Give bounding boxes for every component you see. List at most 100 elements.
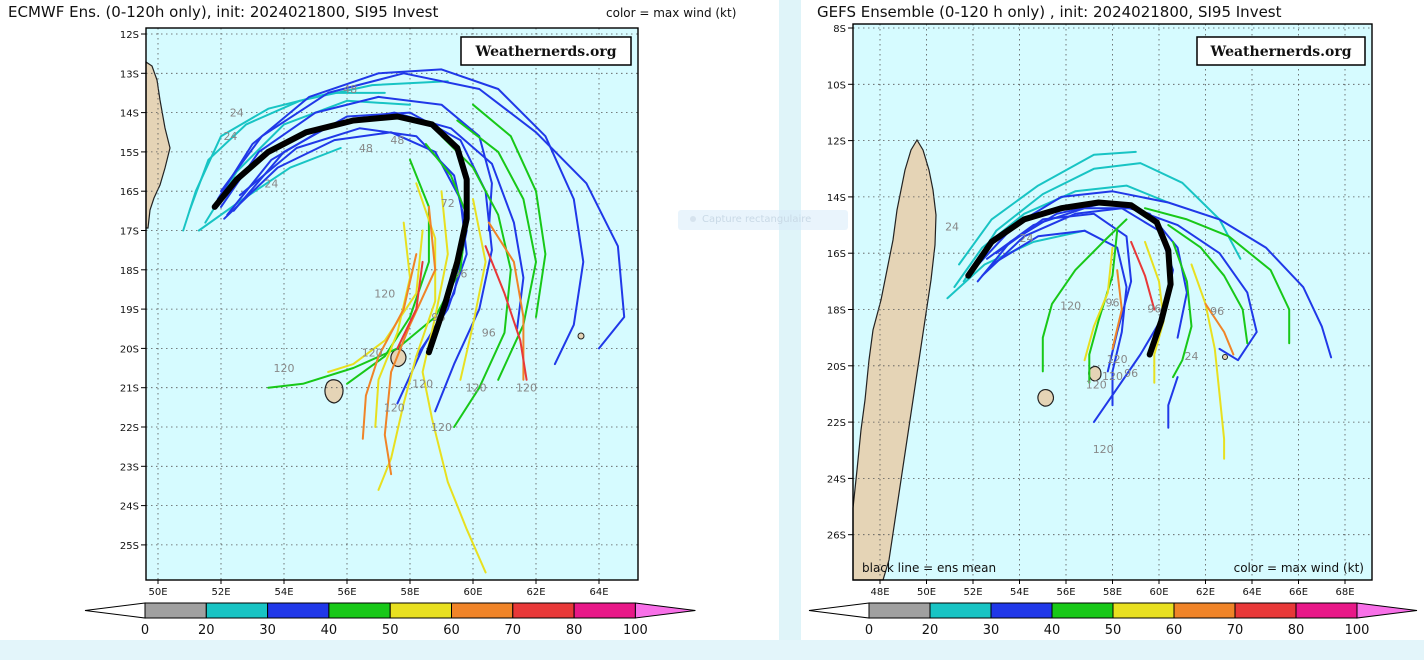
madagascar (852, 138, 937, 581)
colorbar-tick-label: 60 (443, 623, 460, 638)
x-tick-label: 64E (589, 587, 608, 598)
member-track (1144, 207, 1291, 345)
gefs-land (852, 138, 1228, 581)
x-tick-label: 56E (337, 587, 356, 598)
madagascar-coast (145, 60, 171, 229)
member-track (361, 253, 418, 440)
colorbar-tick-label: 100 (1345, 623, 1370, 638)
member-track (396, 260, 424, 350)
colorbar-segment (1112, 602, 1175, 619)
y-tick-label: 19S (120, 305, 139, 316)
colorbar-segment (1173, 602, 1236, 619)
colorbar-tick-label: 80 (1288, 623, 1305, 638)
colorbar-tick-label: 50 (1105, 623, 1122, 638)
gefs-member-tracks (946, 150, 1333, 460)
hour-label: 24 (230, 107, 244, 120)
member-track (327, 229, 424, 373)
colorbar-tick-label: 70 (505, 623, 522, 638)
member-track (421, 190, 487, 574)
y-tick-label: 18S (120, 266, 139, 277)
y-tick-label: 21S (120, 384, 139, 395)
x-tick-label: 62E (1196, 587, 1215, 598)
y-tick-label: 23S (120, 462, 139, 473)
ecmwf-land (145, 60, 585, 404)
mauritius-island (1037, 389, 1055, 407)
colorbar-tick-label: 50 (382, 623, 399, 638)
hour-label: 120 (274, 362, 295, 375)
gefs-watermark-text: Weathernerds.org (1210, 44, 1352, 60)
gefs-grid (853, 24, 1372, 580)
x-tick-label: 60E (463, 587, 482, 598)
x-tick-label: 68E (1335, 587, 1354, 598)
gefs-title: GEFS Ensemble (0-120 h only) , init: 202… (817, 3, 1282, 21)
member-track (953, 184, 1170, 288)
hour-label: 120 (1102, 370, 1123, 383)
hour-label: 24 (264, 177, 278, 190)
ecmwf-frame (145, 27, 639, 581)
gefs-colorbar: 0 20 30 40 50 60 70 80 100 (808, 602, 1418, 638)
member-track (459, 198, 487, 381)
colorbar-segment (389, 602, 453, 619)
hour-label: 120 (431, 421, 452, 434)
gefs-mean-track (965, 199, 1174, 358)
colorbar-segment (205, 602, 269, 619)
gefs-watermark-box (1196, 36, 1366, 66)
hour-label: 120 (516, 382, 537, 395)
y-tick-label: 16S (827, 249, 846, 260)
bottom-strip (0, 640, 1424, 660)
y-tick-label: 14S (827, 193, 846, 204)
colorbar-tick-label: 30 (259, 623, 276, 638)
hour-label: 96 (1124, 367, 1138, 380)
colorbar-segment (1295, 602, 1358, 619)
member-track (1041, 218, 1128, 373)
colorbar-tick-label: 40 (1044, 623, 1061, 638)
gefs-legend-left: black line = ens mean (862, 561, 996, 575)
capture-overlay-text: Capture rectangulaire (702, 214, 812, 225)
colorbar-segment (328, 602, 391, 619)
colorbar-segment (573, 602, 636, 619)
member-track (484, 245, 528, 381)
gefs-y-ticks: 8S 10S 12S 14S 16S 18S 20S 22S 24S 26S (827, 24, 853, 542)
hour-label: 120 (1060, 300, 1081, 313)
rodrigues-island (1222, 354, 1228, 360)
hour-label: 96 (482, 327, 496, 340)
ecmwf-y-ticks: 12S 13S 14S 15S 16S 17S 18S 19S 20S 21S 22S 23S 24S 2… (120, 30, 146, 552)
hour-label: 24 (945, 221, 959, 234)
colorbar-tick-label: 20 (922, 623, 939, 638)
hour-label: 48 (343, 83, 357, 96)
y-tick-label: 24S (120, 502, 139, 513)
y-tick-label: 8S (833, 24, 846, 35)
hour-label: 24 (1185, 350, 1199, 363)
hour-label: 120 (1093, 443, 1114, 456)
member-track (972, 190, 1333, 359)
member-track (456, 119, 537, 381)
ecmwf-mean-track (211, 113, 470, 356)
y-tick-label: 15S (120, 148, 139, 159)
x-tick-label: 50E (917, 587, 936, 598)
hour-label: 96 (1147, 302, 1161, 315)
hour-label: 72 (441, 197, 455, 210)
ecmwf-member-tracks (182, 68, 626, 574)
ecmwf-ocean (146, 28, 638, 580)
member-track (487, 221, 525, 381)
colorbar-segment (144, 602, 207, 619)
rodrigues-island (577, 332, 585, 340)
member-track (958, 150, 1137, 266)
ecmwf-watermark-text: Weathernerds.org (475, 44, 617, 60)
gefs-panel: GEFS Ensemble (0-120 h only) , init: 202… (801, 0, 1424, 640)
colorbar-segment (868, 602, 931, 619)
x-tick-label: 52E (963, 587, 982, 598)
colorbar-tick-label: 80 (566, 623, 583, 638)
x-tick-label: 64E (1242, 587, 1261, 598)
colorbar-tick-label: 70 (1227, 623, 1244, 638)
member-track (220, 72, 626, 350)
x-tick-label: 48E (870, 587, 889, 598)
colorbar-segment (929, 602, 992, 619)
member-track (1130, 240, 1156, 311)
ecmwf-panel: ECMWF Ens. (0-120h only), init: 20240218… (0, 0, 779, 640)
colorbar-segment (451, 602, 514, 619)
y-tick-label: 20S (827, 362, 846, 373)
member-track (383, 205, 437, 476)
capture-dot-icon (690, 216, 696, 222)
